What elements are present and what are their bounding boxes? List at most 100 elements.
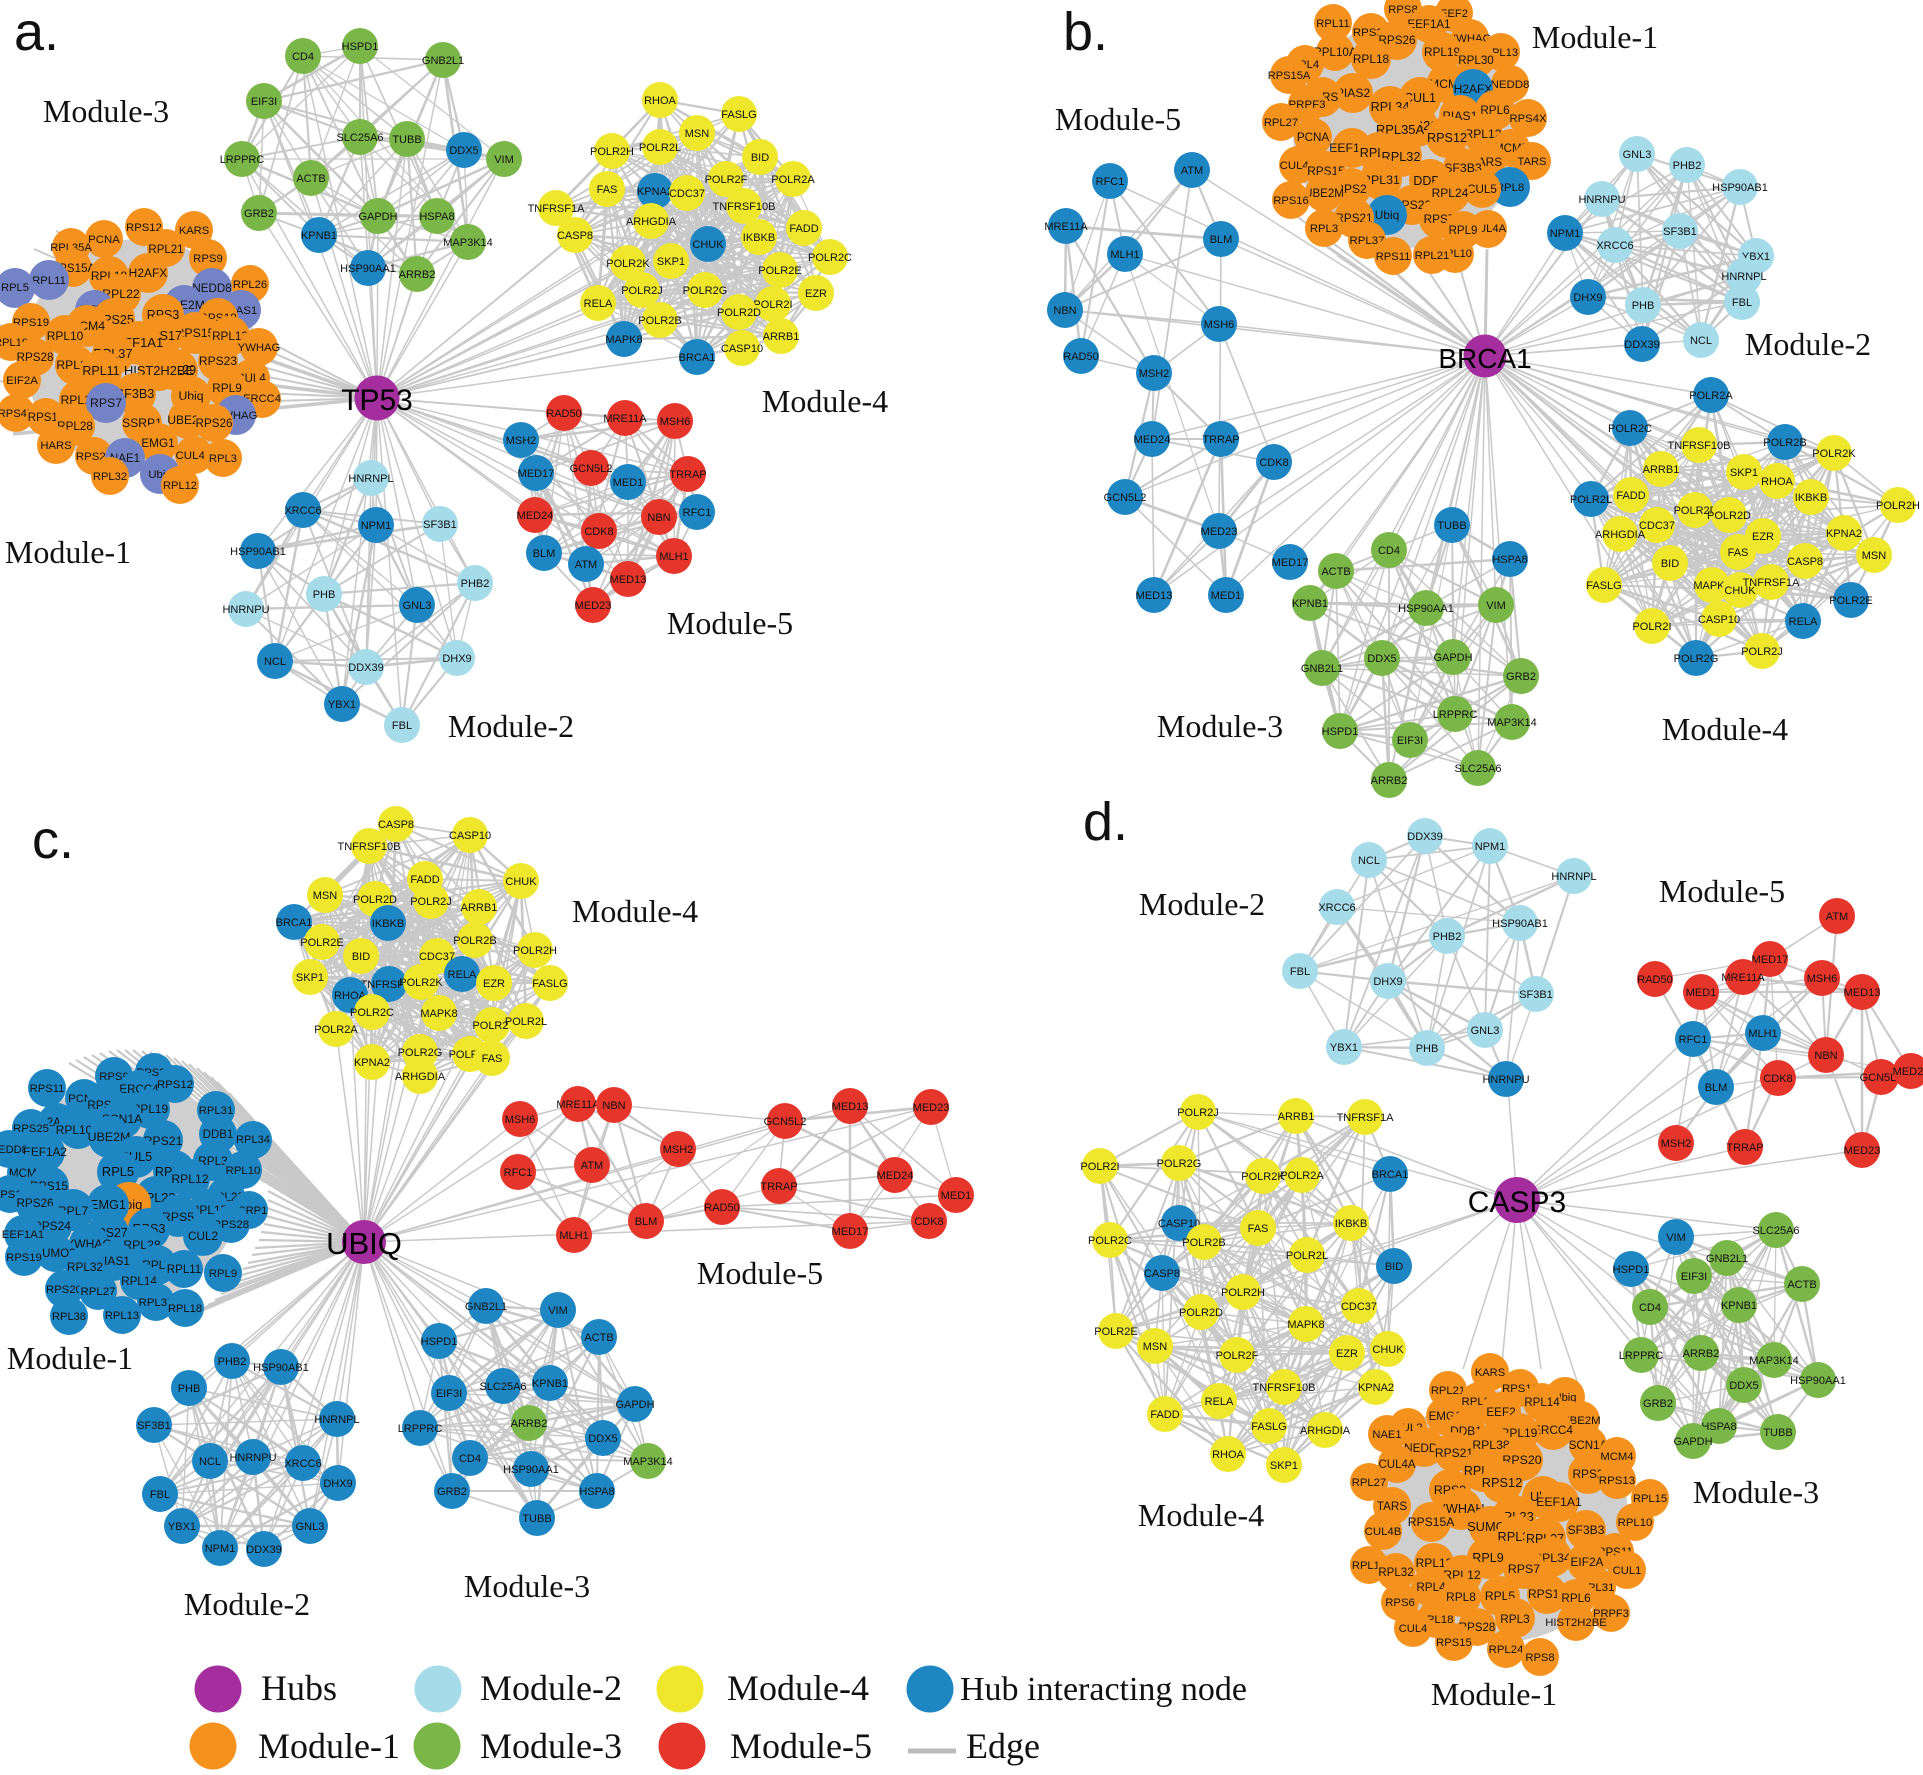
- svg-text:CASP8: CASP8: [378, 819, 414, 831]
- svg-text:IKBKB: IKBKB: [1795, 492, 1827, 504]
- svg-text:CHUK: CHUK: [505, 876, 537, 888]
- svg-text:RHOA: RHOA: [644, 95, 676, 107]
- svg-text:Module-5: Module-5: [667, 605, 793, 641]
- svg-text:RPL27: RPL27: [80, 1286, 115, 1298]
- svg-text:RPS12: RPS12: [157, 1079, 193, 1091]
- svg-text:PIAS2: PIAS2: [1336, 86, 1371, 100]
- svg-text:POLR2F: POLR2F: [1216, 1350, 1259, 1362]
- svg-text:RPS15A: RPS15A: [1268, 70, 1311, 82]
- svg-text:IKBKB: IKBKB: [743, 232, 775, 244]
- svg-text:POLR2B: POLR2B: [1763, 437, 1806, 449]
- svg-text:CUL4A: CUL4A: [1378, 1459, 1415, 1471]
- svg-text:HSPD1: HSPD1: [421, 1336, 458, 1348]
- svg-text:HSP90AB1: HSP90AB1: [1492, 918, 1548, 930]
- svg-text:TNFRSF1A: TNFRSF1A: [528, 203, 586, 215]
- svg-text:RPL11: RPL11: [32, 275, 66, 287]
- svg-text:RPL11: RPL11: [82, 364, 119, 378]
- svg-text:ACTB: ACTB: [296, 173, 325, 185]
- svg-text:KPNB1: KPNB1: [1721, 1300, 1757, 1312]
- svg-text:CHUK: CHUK: [1372, 1344, 1404, 1356]
- svg-text:GCN5L2: GCN5L2: [764, 1116, 807, 1128]
- svg-text:CASP10: CASP10: [449, 830, 491, 842]
- svg-text:SF3B1: SF3B1: [423, 519, 457, 531]
- svg-text:RPL6: RPL6: [1480, 104, 1510, 117]
- svg-text:FBL: FBL: [1732, 297, 1752, 309]
- svg-text:Module-3: Module-3: [480, 1726, 622, 1766]
- svg-text:HIST2H2BE: HIST2H2BE: [1545, 1617, 1607, 1629]
- svg-text:KPNA2: KPNA2: [1358, 1382, 1394, 1394]
- svg-text:XRCC6: XRCC6: [284, 1458, 321, 1470]
- svg-text:RPS15: RPS15: [1436, 1637, 1472, 1649]
- svg-text:GNB2L1: GNB2L1: [1706, 1253, 1748, 1265]
- svg-text:RPS21: RPS21: [144, 1134, 183, 1148]
- svg-text:EMG1: EMG1: [141, 437, 174, 450]
- svg-text:Module-2: Module-2: [1139, 886, 1265, 922]
- svg-text:DDX39: DDX39: [348, 662, 383, 674]
- svg-text:HARS: HARS: [40, 440, 71, 452]
- svg-text:GNL3: GNL3: [1471, 1025, 1500, 1037]
- svg-text:SLC25A6: SLC25A6: [336, 132, 383, 144]
- svg-text:ATM: ATM: [581, 1160, 603, 1172]
- svg-text:MRE11A: MRE11A: [1044, 221, 1088, 233]
- svg-text:RPS7: RPS7: [1508, 1562, 1540, 1576]
- svg-text:RPL19: RPL19: [132, 1102, 169, 1116]
- svg-text:Module-1: Module-1: [258, 1726, 400, 1766]
- svg-text:RPS12: RPS12: [1482, 1475, 1523, 1490]
- svg-text:EZR: EZR: [483, 978, 505, 990]
- svg-text:POLR2I: POLR2I: [1080, 1161, 1119, 1173]
- svg-text:YWHAH: YWHAH: [1437, 1502, 1484, 1516]
- svg-text:RPL37: RPL37: [1350, 235, 1385, 247]
- svg-text:GAPDH: GAPDH: [1433, 652, 1472, 664]
- svg-text:MSH6: MSH6: [660, 416, 691, 428]
- svg-text:H2AFX: H2AFX: [1454, 82, 1493, 96]
- svg-text:MAP3K14: MAP3K14: [1749, 1355, 1799, 1367]
- svg-text:KARS: KARS: [1475, 1367, 1505, 1379]
- svg-text:RPL12: RPL12: [1443, 1568, 1481, 1582]
- svg-text:a.: a.: [14, 2, 59, 62]
- svg-text:RPL9: RPL9: [1472, 1551, 1503, 1565]
- svg-text:SKP1: SKP1: [1730, 467, 1758, 479]
- svg-text:RPS28: RPS28: [17, 351, 54, 364]
- svg-text:RPS16: RPS16: [1273, 195, 1308, 207]
- svg-text:RPL5: RPL5: [102, 1164, 134, 1179]
- svg-text:RPS15: RPS15: [1307, 164, 1345, 178]
- svg-text:GCN5L2: GCN5L2: [1860, 1072, 1903, 1084]
- svg-text:PHB: PHB: [1416, 1043, 1439, 1055]
- svg-text:RPL3: RPL3: [209, 453, 237, 465]
- svg-text:MED24: MED24: [877, 1170, 914, 1182]
- svg-text:HSP90AB1: HSP90AB1: [253, 1362, 309, 1374]
- svg-text:PHB2: PHB2: [461, 578, 490, 590]
- svg-text:RPS21: RPS21: [1435, 1446, 1474, 1460]
- svg-text:RPS13: RPS13: [1599, 1475, 1635, 1487]
- svg-text:HSP90AA1: HSP90AA1: [1790, 1375, 1846, 1387]
- svg-text:RPL5: RPL5: [1, 282, 29, 294]
- svg-text:PCNA: PCNA: [1297, 131, 1330, 144]
- svg-text:RPL12: RPL12: [171, 1172, 208, 1186]
- svg-text:RPL32: RPL32: [67, 1261, 103, 1274]
- svg-text:VIM: VIM: [548, 1305, 568, 1317]
- svg-text:PHB: PHB: [313, 589, 336, 601]
- svg-text:MED24: MED24: [517, 510, 554, 522]
- svg-text:CDC37: CDC37: [419, 951, 455, 963]
- svg-text:HSPA8: HSPA8: [579, 1486, 614, 1498]
- svg-text:RPL8: RPL8: [1446, 1590, 1476, 1604]
- svg-text:POLR2K: POLR2K: [606, 258, 650, 270]
- svg-text:Module-5: Module-5: [1659, 873, 1785, 909]
- svg-text:KPNB1: KPNB1: [301, 230, 337, 242]
- svg-text:SF3B3: SF3B3: [1568, 1523, 1605, 1537]
- svg-text:KARS: KARS: [179, 225, 209, 237]
- svg-text:RPL27: RPL27: [1352, 1477, 1386, 1489]
- svg-text:BID: BID: [1661, 558, 1679, 570]
- svg-text:RPS9: RPS9: [193, 253, 223, 265]
- svg-text:ARRB2: ARRB2: [1683, 1348, 1720, 1360]
- svg-text:RPL38: RPL38: [1472, 1438, 1510, 1452]
- svg-text:RPL31: RPL31: [199, 1105, 233, 1117]
- svg-text:POLR2K: POLR2K: [1812, 448, 1856, 460]
- svg-text:POLR2E: POLR2E: [1829, 595, 1872, 607]
- svg-text:RPS4X: RPS4X: [0, 408, 35, 420]
- svg-text:RELA: RELA: [1205, 1396, 1234, 1408]
- svg-text:RPS8: RPS8: [1388, 4, 1417, 16]
- svg-text:EIF3I: EIF3I: [436, 1388, 462, 1400]
- svg-text:XRCC6: XRCC6: [284, 505, 321, 517]
- svg-text:NEDD8: NEDD8: [192, 282, 231, 295]
